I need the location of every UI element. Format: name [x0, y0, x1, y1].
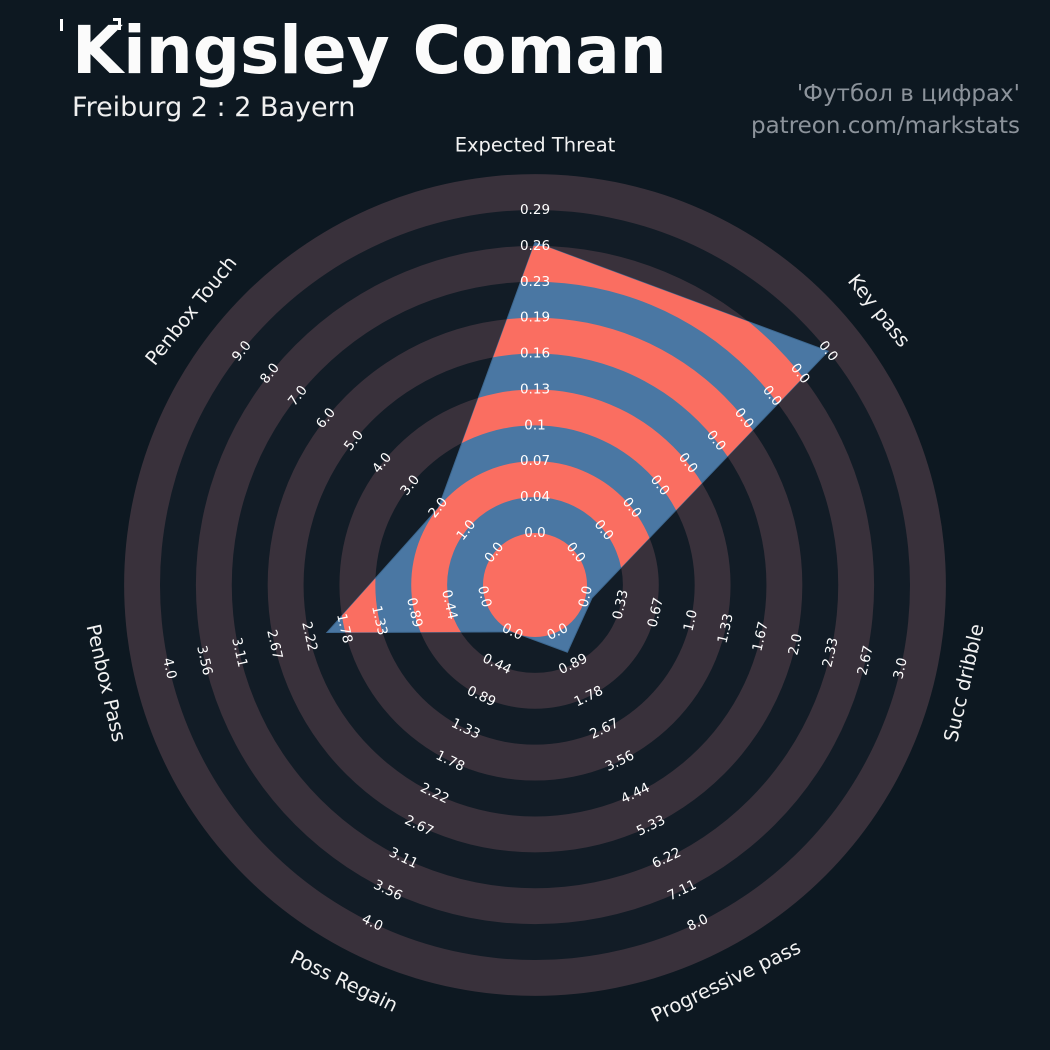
- tick-label: 1.33: [368, 604, 390, 637]
- tick-label: 2.33: [819, 636, 841, 669]
- tick-label: 1.0: [681, 608, 701, 633]
- stray-mark: [118, 18, 121, 30]
- tick-label: 0.26: [520, 238, 550, 254]
- tick-label: 0.44: [438, 588, 460, 621]
- page-title: Kingsley Coman: [72, 12, 667, 89]
- tick-label: 4.0: [159, 656, 179, 681]
- tick-label: 0.29: [520, 202, 550, 218]
- tick-label: 0.19: [520, 310, 550, 326]
- tick-label: 0.33: [610, 588, 632, 621]
- tick-label: 0.07: [520, 453, 550, 469]
- tick-label: 1.67: [749, 620, 771, 653]
- stray-mark: [60, 19, 63, 31]
- tick-label: 0.16: [520, 346, 550, 362]
- tick-label: 0.1: [524, 417, 545, 433]
- tick-label: 0.23: [520, 274, 550, 290]
- axis-title: Expected Threat: [455, 134, 616, 157]
- tick-label: 3.0: [890, 656, 910, 681]
- tick-label: 2.67: [854, 644, 876, 677]
- tick-label: 3.56: [193, 644, 215, 677]
- tick-label: 1.78: [333, 612, 355, 645]
- stray-mark: [113, 18, 121, 21]
- tick-label: 3.11: [228, 636, 250, 669]
- tick-label: 0.89: [403, 596, 425, 629]
- tick-label: 0.67: [645, 596, 667, 629]
- center-circle: [483, 533, 587, 637]
- tick-label: 2.67: [263, 628, 285, 661]
- credit-brand: 'Футбол в цифрах': [796, 81, 1020, 107]
- tick-label: 2.0: [785, 632, 805, 657]
- credit-patreon-link: patreon.com/markstats: [750, 113, 1020, 140]
- tick-label: 0.04: [520, 489, 550, 505]
- match-subtitle: Freiburg 2 : 2 Bayern: [72, 92, 356, 123]
- tick-label: 0.0: [576, 584, 596, 609]
- tick-label: 0.13: [520, 381, 550, 397]
- tick-label: 1.33: [715, 612, 737, 645]
- tick-label: 0.0: [474, 584, 494, 609]
- tick-label: 2.22: [298, 620, 320, 653]
- credits-block: 'Футбол в цифрах' patreon.com/markstats: [751, 78, 1020, 142]
- tick-label: 0.0: [524, 525, 545, 541]
